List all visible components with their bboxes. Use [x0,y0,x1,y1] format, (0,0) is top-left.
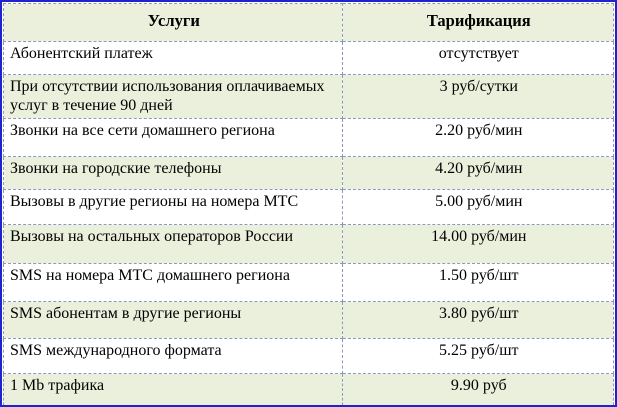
rate-cell: 5.00 руб/мин [341,188,615,225]
rate-cell: отсутствует [341,41,615,75]
rate-cell: 4.20 руб/мин [341,155,615,190]
service-cell: SMS абонентам в другие регионы [3,300,343,339]
column-header-services: Услуги [3,3,343,42]
rate-cell: 5.25 руб/шт [341,337,615,374]
table-row: Вызовы на остальных операторов России 14… [3,223,615,264]
service-cell: SMS международного формата [3,337,343,374]
rate-cell: 14.00 руб/мин [341,223,615,264]
table-row: Абонентский платеж отсутствует [3,41,615,75]
table-header: Услуги Тарификация [3,3,615,42]
service-cell: 1 Mb трафика [3,372,343,405]
rate-cell: 3 руб/сутки [341,74,615,119]
table-body: Абонентский платеж отсутствует При отсут… [3,41,615,405]
service-cell: При отсутствии использования оплачиваемы… [3,74,343,119]
table-row: Звонки на все сети домашнего региона 2.2… [3,117,615,157]
table-row: 1 Mb трафика 9.90 руб [3,372,615,405]
table-row: Вызовы в другие регионы на номера МТС 5.… [3,188,615,225]
rate-cell: 1.50 руб/шт [341,262,615,302]
rate-cell: 3.80 руб/шт [341,300,615,339]
rate-cell: 2.20 руб/мин [341,117,615,157]
table-row: SMS абонентам в другие регионы 3.80 руб/… [3,300,615,339]
table-row: SMS международного формата 5.25 руб/шт [3,337,615,374]
column-header-rate: Тарификация [341,3,615,42]
service-cell: Звонки на все сети домашнего региона [3,117,343,157]
service-cell: Вызовы в другие регионы на номера МТС [3,188,343,225]
tariff-table-grid: Услуги Тарификация Абонентский платеж от… [3,3,615,405]
service-cell: Звонки на городские телефоны [3,155,343,190]
rate-cell: 9.90 руб [341,372,615,405]
service-cell: Абонентский платеж [3,41,343,75]
table-row: При отсутствии использования оплачиваемы… [3,74,615,119]
service-cell: Вызовы на остальных операторов России [3,223,343,264]
table-row: Звонки на городские телефоны 4.20 руб/ми… [3,155,615,190]
header-row: Услуги Тарификация [3,3,615,42]
service-cell: SMS на номера МТС домашнего региона [3,262,343,302]
table-row: SMS на номера МТС домашнего региона 1.50… [3,262,615,302]
